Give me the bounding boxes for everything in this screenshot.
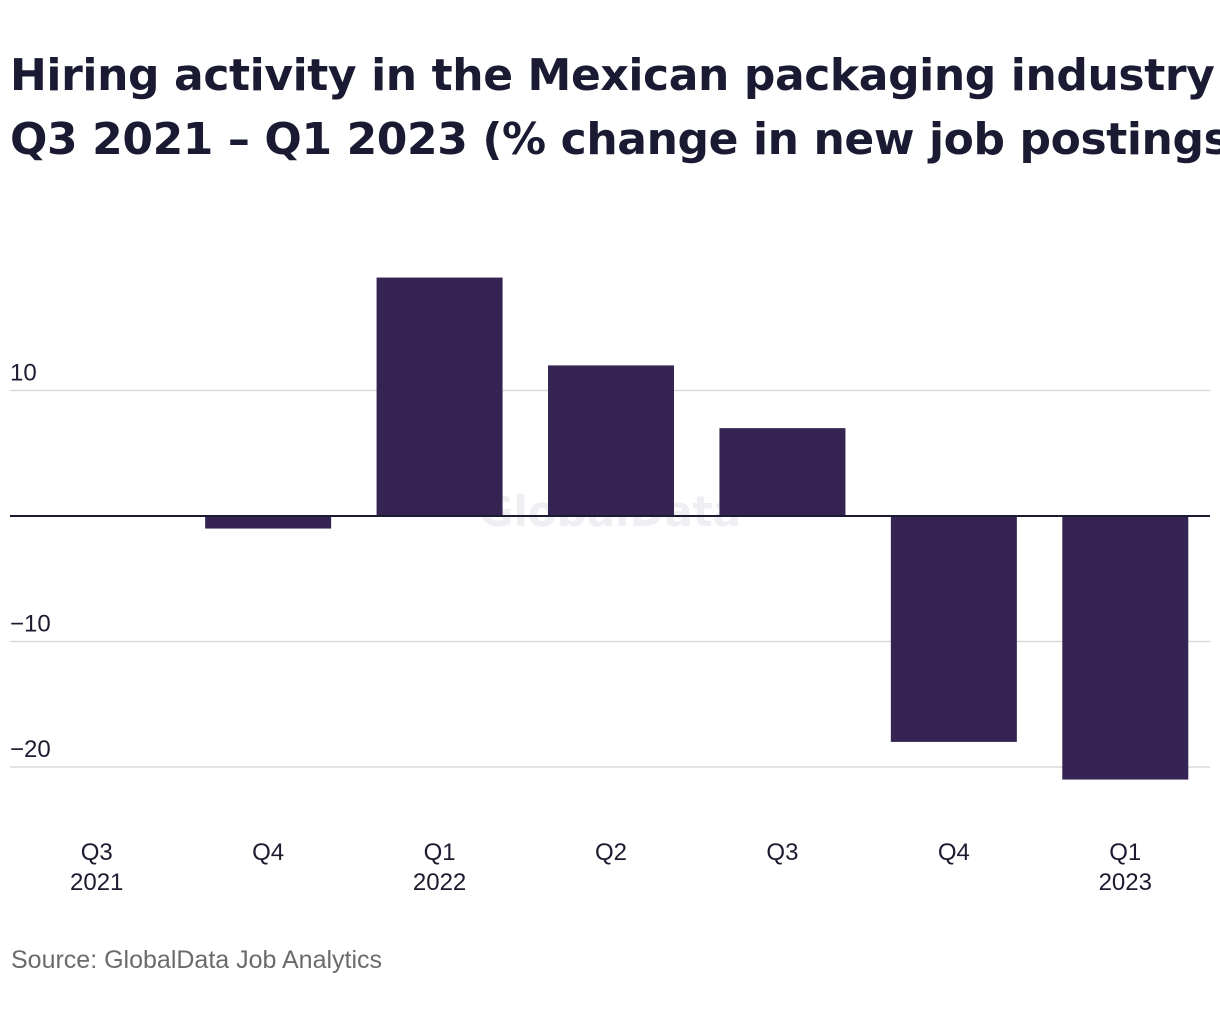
- x-tick-label-quarter: Q3: [81, 839, 113, 866]
- x-tick-label-quarter: Q1: [424, 839, 456, 866]
- bar: [890, 516, 1017, 742]
- y-tick-label: −20: [10, 736, 51, 763]
- bar-chart: GlobalData 10−10−20Q32021Q4Q12022Q2Q3Q4Q…: [10, 277, 1210, 897]
- bars: [10, 277, 1210, 780]
- y-tick-label: 10: [10, 360, 37, 387]
- source-note: Source: GlobalData Job Analytics: [11, 946, 383, 974]
- x-tick-label-year: 2021: [70, 869, 123, 896]
- bar: [548, 365, 674, 516]
- bar: [1062, 516, 1189, 780]
- chart-title-line-2: Q3 2021 – Q1 2023 (% change in new job p…: [10, 114, 1220, 165]
- bar: [376, 277, 503, 516]
- chart-title-line-1: Hiring activity in the Mexican packaging…: [10, 50, 1215, 101]
- x-tick-label-year: 2022: [413, 869, 466, 896]
- bar: [205, 516, 332, 529]
- x-tick-label-quarter: Q4: [252, 839, 284, 866]
- chart-title: Hiring activity in the Mexican packaging…: [10, 44, 1220, 172]
- x-tick-label-quarter: Q3: [766, 839, 798, 866]
- x-tick-label-year: 2023: [1099, 869, 1152, 896]
- x-tick-label-quarter: Q2: [595, 839, 627, 866]
- y-tick-label: −10: [10, 611, 51, 638]
- x-tick-label-quarter: Q1: [1109, 839, 1141, 866]
- x-tick-label-quarter: Q4: [938, 839, 970, 866]
- axis-labels: 10 −10 −20 Q3 2021 Q4 Q1 2022 Q2 Q3 Q4 Q1 2023: [10, 360, 1152, 897]
- bar: [719, 428, 846, 516]
